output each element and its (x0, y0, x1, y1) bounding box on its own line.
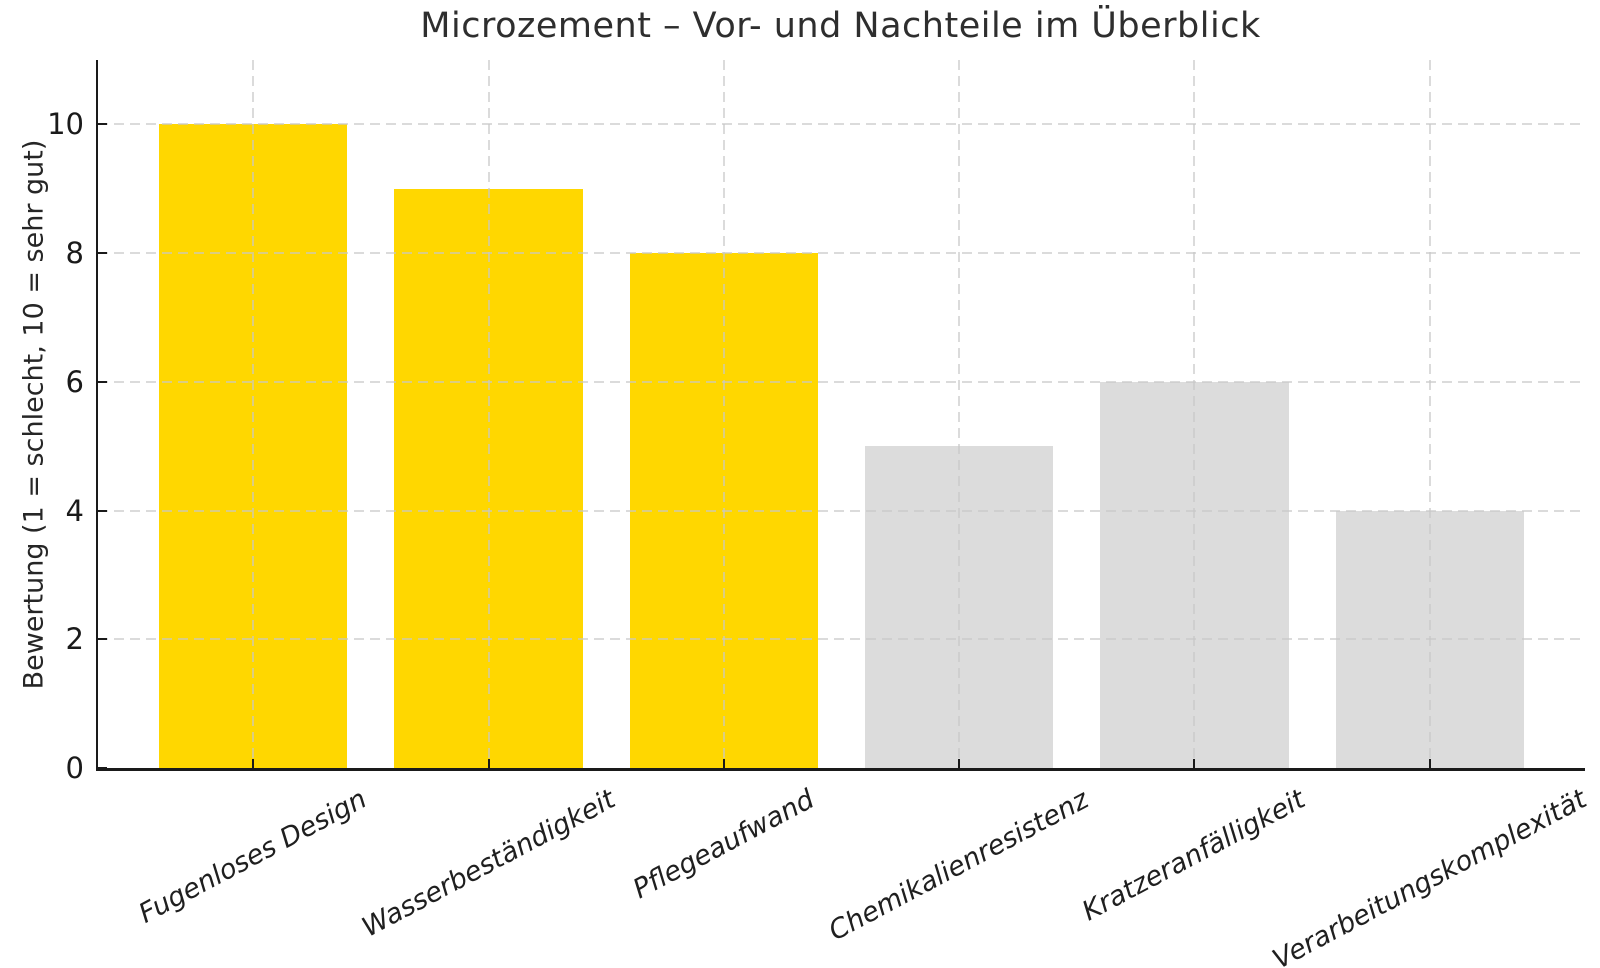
y-tick-label-0: 0 (65, 751, 84, 785)
x-tickmark-2 (487, 759, 490, 768)
y-tick-label-2: 2 (65, 622, 84, 657)
y-tickmark-0 (98, 767, 107, 769)
y-axis-label: Bewertung (1 = schlecht, 10 = sehr gut) (18, 139, 50, 689)
y-tickmark-2 (98, 638, 107, 641)
x-tickmark-6 (1428, 759, 1431, 768)
x-tickmark-1 (252, 759, 255, 768)
y-tick-label-4: 4 (65, 493, 84, 528)
y-tick-label-10: 10 (47, 107, 84, 142)
y-tickmark-10 (98, 123, 107, 126)
y-tick-label-6: 6 (65, 364, 84, 399)
bar-2 (394, 188, 583, 768)
y-tickmark-4 (98, 509, 107, 512)
bar-4 (865, 446, 1054, 768)
x-axis-labels: Fugenloses Design Wasserbeständigkeit Pfle… (98, 783, 1591, 968)
chart-title: Microzement – Vor- und Nachteile im Über… (420, 6, 1261, 46)
y-tickmark-6 (98, 380, 107, 383)
bar-1 (159, 124, 348, 768)
x-tick-label-text: Verarbeitungskomplexität (1267, 783, 1592, 968)
y-tickmark-8 (98, 252, 107, 255)
y-tick-label-8: 8 (65, 236, 84, 271)
x-tickmark-5 (1193, 759, 1196, 768)
plot-area (96, 60, 1585, 771)
bar-3 (629, 253, 818, 768)
x-tick-label-text: Pflegeaufwand (627, 783, 820, 906)
bar-5 (1100, 381, 1289, 768)
x-tickmark-3 (722, 759, 725, 768)
x-tick-label-text: Fugenloses Design (134, 783, 373, 931)
x-tick-label-text: Wasserbeständigkeit (356, 783, 621, 944)
y-axis-label-container: Bewertung (1 = schlecht, 10 = sehr gut) (8, 60, 60, 768)
x-tickmark-4 (958, 759, 961, 768)
bar-6 (1335, 510, 1524, 768)
x-tick-label-text: Chemikalienresistenz (823, 783, 1094, 947)
x-tick-label-text: Kratzeranfälligkeit (1077, 783, 1311, 928)
